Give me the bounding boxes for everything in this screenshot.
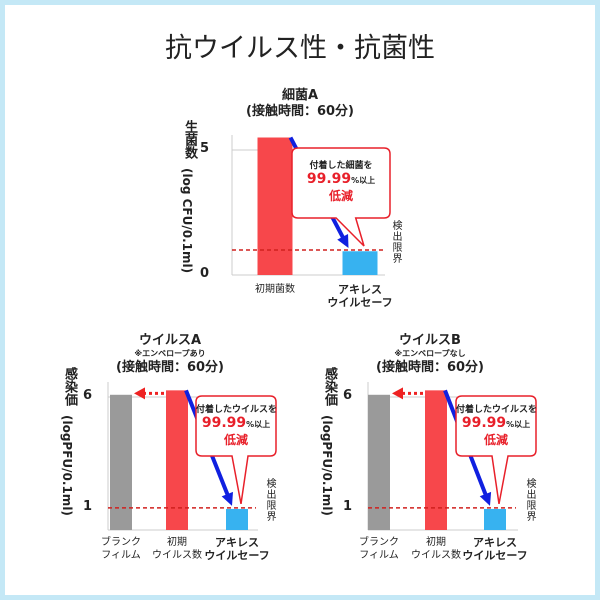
callout-bubble xyxy=(195,395,277,504)
callout-bubble xyxy=(291,147,391,247)
arrow-head-icon xyxy=(221,491,233,506)
y-axis-unit: (log CFU/0.1ml) xyxy=(180,168,194,274)
y-axis-label: 感染価 xyxy=(322,367,337,406)
category-label: 初期 ウイルス数 xyxy=(152,537,202,561)
y-tick-label: 1 xyxy=(83,498,93,514)
y-tick-label: 5 xyxy=(200,141,210,156)
bar-2 xyxy=(484,508,506,530)
callout-text: 付着した細菌を 99.99%以上 低減 xyxy=(306,161,376,203)
bar-0 xyxy=(110,394,132,530)
y-axis-unit: (logPFU/0.1ml) xyxy=(320,415,334,516)
bar-1 xyxy=(425,390,447,530)
callout-text: 付着したウイルスを 99.99%以上 低減 xyxy=(456,405,538,447)
chart-subtitle: (接触時間：60分) xyxy=(116,360,224,375)
y-tick-label: 6 xyxy=(83,388,93,403)
y-tick-label: 1 xyxy=(343,498,353,514)
callout-text: 付着したウイルスを 99.99%以上 低減 xyxy=(196,405,278,447)
y-tick-label: 6 xyxy=(343,388,353,403)
y-tick-label: 0 xyxy=(200,266,210,281)
chart-title: ウイルスB xyxy=(399,333,461,348)
chart-note: ※エンベロープなし xyxy=(394,349,466,358)
category-label: 初期 ウイルス数 xyxy=(411,537,461,561)
comparison-arrow-head-icon xyxy=(134,387,145,400)
bar-2 xyxy=(226,508,248,530)
chart-subtitle: (接触時間：60分) xyxy=(246,104,354,119)
bar-1 xyxy=(166,390,188,530)
detection-limit-label: 検出限界 xyxy=(390,220,401,264)
chart-title: ウイルスA xyxy=(138,333,202,348)
y-axis-label: 感染価 xyxy=(62,367,77,406)
category-label: ブランク フィルム xyxy=(359,537,399,561)
category-label: アキレス ウイルセーフ xyxy=(462,536,528,562)
bar-0 xyxy=(257,137,293,275)
y-axis-unit: (logPFU/0.1ml) xyxy=(60,415,74,516)
chart-title: 細菌A xyxy=(281,88,319,103)
chart-note: ※エンベロープあり xyxy=(134,349,206,358)
y-axis-label: 生菌数 xyxy=(182,120,197,159)
callout-bubble xyxy=(455,395,537,504)
category-label: アキレス ウイルセーフ xyxy=(204,536,270,562)
detection-limit-label: 検出限界 xyxy=(524,477,535,522)
category-label: アキレス ウイルセーフ xyxy=(327,283,393,309)
category-label: ブランク フィルム xyxy=(101,537,141,561)
bar-1 xyxy=(342,251,378,275)
detection-limit-label: 検出限界 xyxy=(264,477,275,522)
comparison-arrow-head-icon xyxy=(392,387,403,400)
page-title: 抗ウイルス性・抗菌性 xyxy=(165,33,435,64)
chart-subtitle: (接触時間：60分) xyxy=(376,360,484,375)
arrow-head-icon xyxy=(337,234,349,248)
category-label: 初期菌数 xyxy=(255,284,295,295)
bar-0 xyxy=(368,394,390,530)
arrow-head-icon xyxy=(479,491,492,506)
